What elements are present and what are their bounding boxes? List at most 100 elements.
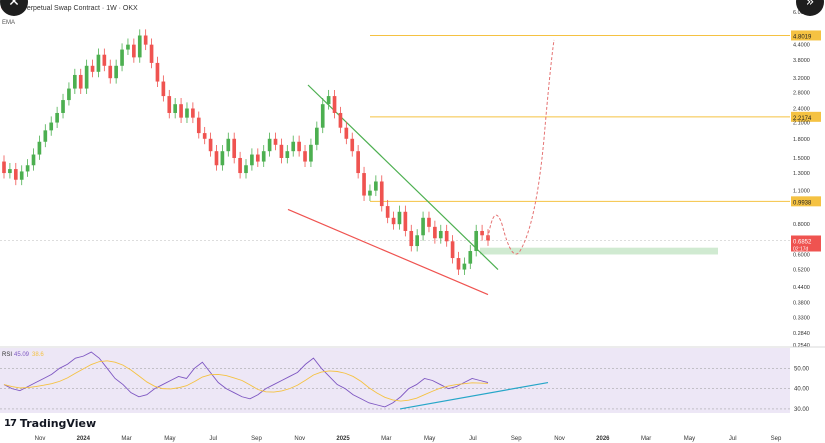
- zone-rect: [480, 247, 718, 255]
- candle-body: [67, 88, 71, 101]
- candle-body: [403, 211, 408, 231]
- candle-body: [31, 154, 36, 166]
- candle-body: [362, 173, 366, 196]
- price-tick-label: 2.4000: [793, 106, 810, 112]
- nav-next-button[interactable]: »: [796, 0, 824, 16]
- nav-prev-button[interactable]: ✕: [0, 0, 28, 16]
- candle-body: [19, 171, 24, 180]
- time-tick-label: May: [164, 436, 175, 442]
- candle-body: [214, 151, 219, 166]
- price-tick-label: 0.8000: [793, 222, 810, 228]
- indicator-label: EMA: [2, 20, 15, 26]
- time-tick-label: Mar: [641, 436, 651, 442]
- candle-body: [102, 54, 107, 66]
- last-price-sublabel: 02:17d: [793, 246, 809, 252]
- main-pane: [0, 12, 790, 345]
- time-axis: Nov 2024 Mar May Jul Sep Nov 2025 Mar May Jul Sep No…: [0, 415, 825, 443]
- support-trendline: [287, 208, 489, 296]
- candle-body: [43, 130, 48, 142]
- price-tick-label: 0.2540: [793, 343, 810, 349]
- candle-body: [433, 226, 437, 239]
- candle-body: [120, 49, 124, 66]
- rsi-band: [0, 348, 790, 413]
- candle-body: [250, 154, 254, 166]
- rsi-label: RSI: [2, 352, 12, 358]
- time-tick-label: Nov: [35, 436, 46, 442]
- rsi-tick-label: 50.00: [794, 366, 810, 372]
- candle-body: [356, 151, 360, 174]
- candle-body: [350, 138, 355, 152]
- candle-body: [462, 263, 467, 270]
- time-tick-label: Mar: [121, 436, 131, 442]
- horizontal-levels: [0, 34, 790, 241]
- price-tick-label: 3.8000: [793, 58, 810, 64]
- candle-body: [238, 157, 242, 174]
- candle-body: [326, 96, 331, 105]
- time-tick-label: Sep: [511, 436, 522, 442]
- candle-body: [55, 112, 59, 123]
- chevron-right-icon: »: [805, 0, 815, 10]
- price-tick-label: 0.3300: [793, 315, 810, 321]
- level-price-tag: [791, 196, 821, 207]
- chart-title: DT Perpetual Swap Contract · 1W · OKX: [11, 5, 138, 12]
- candle-body: [409, 230, 414, 247]
- candle-body: [273, 138, 278, 145]
- candle-body: [320, 104, 325, 128]
- tradingview-mark-icon: 17: [4, 418, 17, 429]
- candle-body: [13, 169, 18, 180]
- price-tick-label: 0.6852: [793, 239, 812, 245]
- candle-body: [379, 181, 384, 207]
- candle-body: [438, 230, 443, 239]
- candle-body: [332, 96, 337, 113]
- price-tick-label: 0.5200: [793, 268, 810, 274]
- candle-body: [444, 230, 449, 242]
- candle-body: [368, 190, 372, 196]
- candle-body: [474, 230, 479, 252]
- support-zone: [480, 247, 718, 255]
- projection-path: [487, 39, 555, 255]
- candle-body: [232, 138, 237, 158]
- candle-body: [338, 112, 343, 128]
- candle-body: [202, 133, 207, 139]
- candle-body: [132, 44, 136, 58]
- candle-body: [179, 104, 183, 118]
- main-pane-bg: [0, 12, 790, 345]
- time-tick-label: May: [424, 436, 435, 442]
- rsi-pane: 50.00 40.00 30.00: [0, 346, 825, 413]
- candle-body: [126, 44, 130, 50]
- price-tick-label: 0.2840: [793, 331, 810, 337]
- rsi-trendline: [399, 381, 549, 410]
- last-price-tag: [791, 235, 821, 252]
- candles: [2, 29, 490, 275]
- candle-body: [450, 241, 455, 259]
- candle-body: [167, 96, 172, 113]
- candle-body: [397, 211, 402, 225]
- price-tick-label: 4.8019: [793, 34, 812, 40]
- candle-body: [161, 81, 166, 97]
- candle-body: [185, 108, 189, 118]
- projection-curve: [487, 39, 555, 255]
- price-tick-label: 4.4000: [793, 43, 810, 49]
- rsi-ma-line: [3, 360, 489, 402]
- time-axis-bg: [0, 415, 825, 443]
- candle-body: [427, 217, 431, 227]
- price-tick-label: 0.9938: [793, 200, 812, 206]
- candle-body: [244, 165, 248, 174]
- candle-body: [173, 104, 178, 113]
- candle-body: [220, 151, 225, 166]
- candle-body: [191, 108, 195, 118]
- rsi-legend: RSI 45.09 38.6: [2, 352, 44, 358]
- time-tick-label: Mar: [381, 436, 391, 442]
- rsi-ma-value: 38.6: [32, 352, 44, 358]
- rsi-value: 45.09: [14, 352, 30, 358]
- candle-body: [415, 235, 420, 247]
- price-tick-label: 0.4400: [793, 285, 810, 291]
- tradingview-logo: 17 TradingView: [4, 417, 96, 430]
- price-tick-label: 1.3000: [793, 171, 810, 177]
- candle-body: [208, 138, 213, 152]
- level-price-tag: [791, 30, 821, 41]
- price-tick-label: 1.8000: [793, 137, 810, 143]
- candle-body: [297, 141, 301, 152]
- candle-body: [344, 127, 349, 139]
